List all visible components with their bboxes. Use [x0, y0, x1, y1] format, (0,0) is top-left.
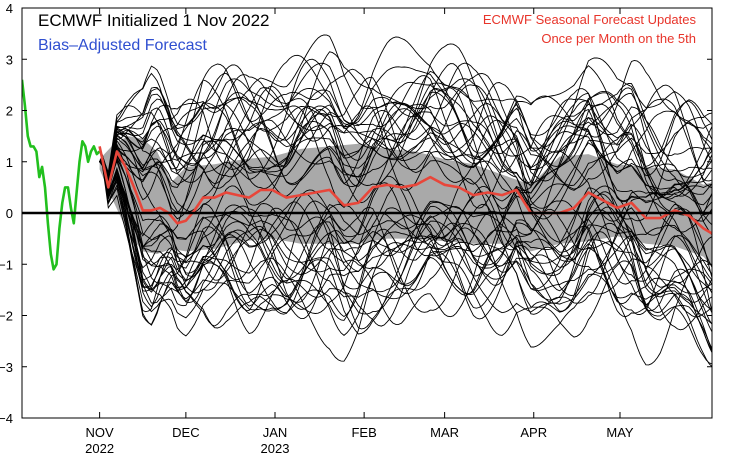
y-tick-label: −2 [0, 309, 13, 324]
ensemble-mean-line [98, 146, 712, 235]
x-tick-label: FEB [351, 425, 376, 440]
x-tick-label: APR [520, 425, 547, 440]
ensemble-members-layer [99, 34, 712, 368]
ensemble-member-line [99, 157, 712, 336]
ensemble-member-line [99, 161, 712, 319]
ensemble-member-line [99, 60, 712, 192]
annotation-line-2: Once per Month on the 5th [541, 31, 696, 46]
ensemble-member-line [99, 161, 712, 325]
ensemble-member-line [99, 92, 712, 226]
ensemble-member-line [99, 160, 712, 331]
x-tick-label: JAN [263, 425, 288, 440]
ensemble-member-line [99, 58, 712, 210]
ensemble-member-line [99, 72, 712, 190]
ensemble-member-line [99, 62, 712, 199]
ensemble-member-line [99, 161, 712, 310]
x-tick-label: DEC [172, 425, 199, 440]
ensemble-member-line [99, 36, 712, 233]
ensemble-member-line [99, 34, 712, 222]
y-tick-label: 1 [6, 155, 13, 170]
x-tick-label: MAR [430, 425, 459, 440]
ensemble-member-line [99, 161, 712, 327]
y-axis: 4 3 2 1 0 −1 −2 −3 −4 [0, 1, 712, 426]
ensemble-member-line [99, 160, 712, 321]
ensemble-member-line [99, 62, 712, 220]
ensemble-member-line [99, 161, 712, 350]
y-tick-label: 4 [6, 1, 13, 16]
ensemble-member-line [99, 161, 712, 368]
ensemble-member-line [99, 54, 712, 222]
ensemble-member-line [99, 88, 712, 209]
ensemble-member-line [99, 161, 712, 366]
ensemble-member-line [99, 57, 712, 197]
ensemble-member-line [99, 95, 712, 222]
chart-subtitle: Bias–Adjusted Forecast [38, 37, 208, 54]
y-tick-label: 2 [6, 104, 13, 119]
y-tick-label: −3 [0, 360, 13, 375]
x-tick-label: NOV [86, 425, 115, 440]
x-tick-year-label: 2022 [85, 441, 114, 456]
ensemble-member-line [99, 153, 712, 311]
ensemble-member-line [99, 158, 712, 310]
observed-line [22, 79, 101, 271]
y-tick-label: −1 [0, 257, 13, 272]
ensemble-member-line [99, 157, 712, 309]
x-tick-year-label: 2023 [261, 441, 290, 456]
ensemble-member-line [99, 65, 712, 189]
ensemble-member-line [99, 43, 712, 204]
y-tick-label: −4 [0, 411, 13, 426]
series-layer [22, 79, 712, 271]
y-tick-label: 3 [6, 52, 13, 67]
chart-title: ECMWF Initialized 1 Nov 2022 [38, 11, 269, 30]
ensemble-member-line [99, 161, 712, 333]
x-tick-label: MAY [606, 425, 634, 440]
ensemble-member-line [99, 79, 712, 206]
annotation-line-1: ECMWF Seasonal Forecast Updates [483, 12, 697, 27]
ensemble-member-line [99, 83, 712, 192]
ensemble-member-line [99, 143, 712, 362]
ensemble-member-line [99, 156, 712, 315]
y-tick-label: 0 [6, 206, 13, 221]
